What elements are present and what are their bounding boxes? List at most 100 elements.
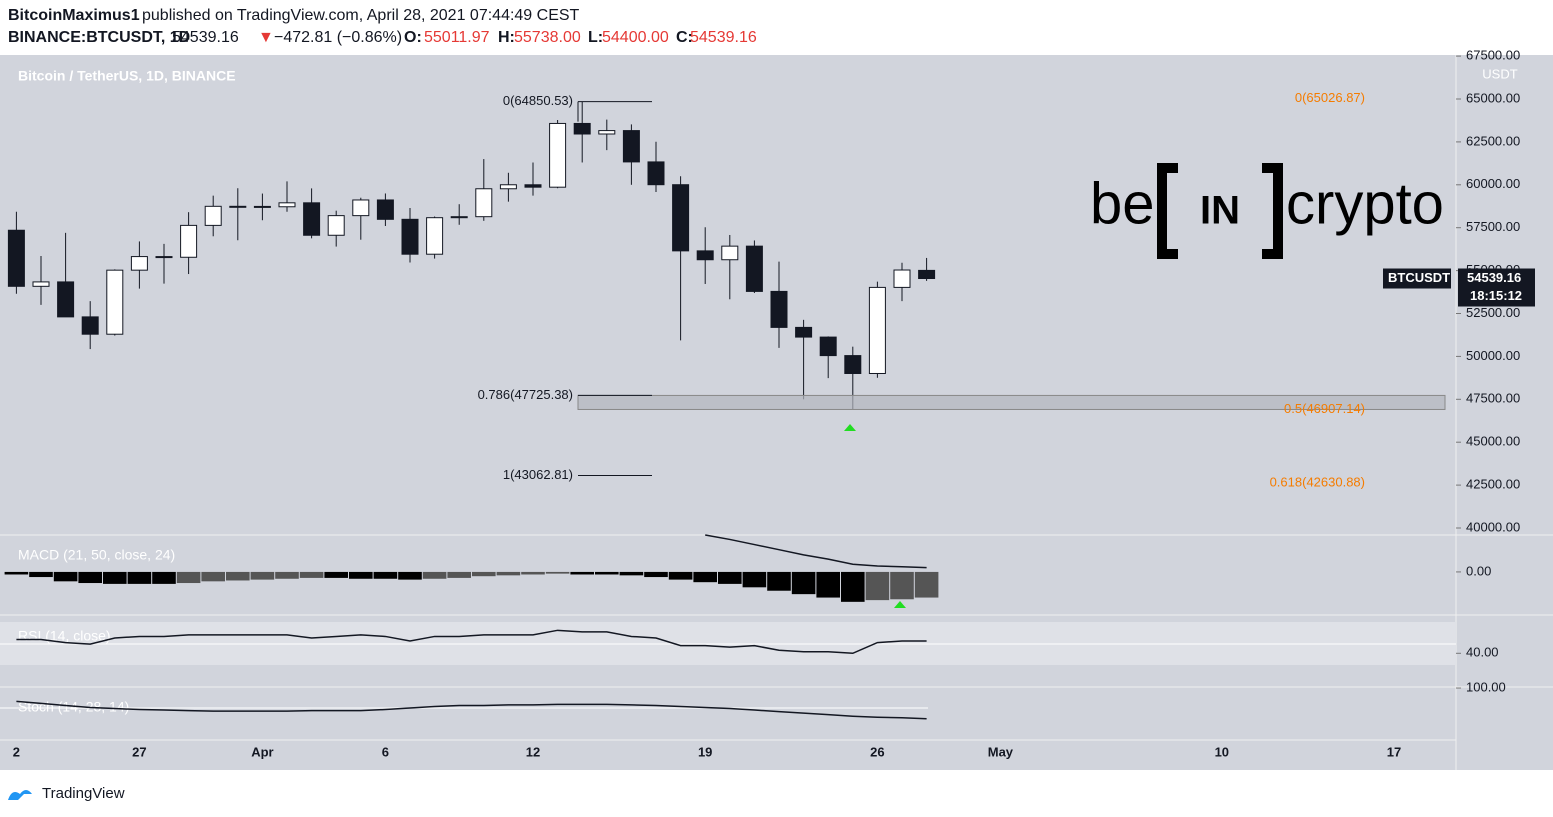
logo: be IN crypto — [1090, 163, 1444, 259]
tv-logo — [8, 790, 32, 800]
pane-title: Bitcoin / TetherUS, 1D, BINANCE — [18, 68, 236, 84]
l-label: L: — [588, 29, 603, 46]
macd-histogram — [398, 571, 422, 580]
candle-body — [426, 217, 444, 255]
last: 54539.16 — [172, 29, 239, 46]
macd-histogram — [841, 571, 865, 602]
candle-body — [499, 184, 517, 190]
candle-body — [229, 205, 247, 208]
candle-body — [376, 199, 394, 220]
h-label: H: — [498, 29, 515, 46]
macd-histogram — [718, 571, 742, 584]
macd-histogram — [201, 571, 225, 582]
y-tick-label: 57500.00 — [1466, 219, 1520, 234]
indicator-line — [16, 629, 927, 655]
macd-histogram — [914, 571, 939, 598]
logo-right: crypto — [1286, 171, 1444, 236]
c: 54539.16 — [690, 29, 757, 46]
y-tick-label: 60000.00 — [1466, 176, 1520, 191]
y-tick-label: 62500.00 — [1466, 133, 1520, 148]
arrow: ▼ — [258, 29, 274, 46]
candle-body — [57, 281, 75, 318]
author: BitcoinMaximus1 — [8, 7, 140, 24]
c-label: C: — [676, 29, 693, 46]
o-label: O: — [404, 29, 422, 46]
candle-body — [622, 130, 640, 163]
x-tick-label: 26 — [870, 744, 884, 759]
macd-histogram — [250, 571, 275, 580]
price-axis-price: 54539.16 — [1467, 270, 1521, 285]
macd-histogram — [53, 571, 78, 582]
candle-body — [278, 202, 296, 208]
y-tick-label: 40000.00 — [1466, 519, 1520, 534]
macd-histogram — [668, 571, 693, 580]
macd-histogram — [644, 571, 668, 578]
macd-histogram — [176, 571, 201, 584]
candle-body — [81, 316, 99, 335]
x-tick-label: 2 — [13, 744, 20, 759]
macd-histogram — [4, 571, 29, 575]
macd-histogram — [226, 571, 250, 581]
x-tick-label: Apr — [251, 744, 273, 759]
macd-histogram — [349, 571, 373, 579]
candle-body — [893, 269, 911, 288]
macd-histogram — [865, 571, 890, 601]
y-tick-label: 42500.00 — [1466, 477, 1520, 492]
indicator-line — [705, 534, 927, 569]
candle-body — [868, 286, 886, 374]
symbol: BINANCE:BTCUSDT, 1D — [8, 29, 190, 46]
footer: TradingView — [42, 785, 125, 802]
signal-arrow — [894, 601, 906, 608]
y-tick-label: 65000.00 — [1466, 90, 1520, 105]
fib-label: 0.5(46907.14) — [1284, 401, 1365, 416]
fib-label: 0.786(47725.38) — [478, 387, 573, 402]
macd-histogram — [299, 571, 324, 578]
macd-histogram — [791, 571, 816, 595]
macd-histogram — [496, 571, 521, 576]
macd-histogram — [619, 571, 644, 576]
y-tick-label: 67500.00 — [1466, 48, 1520, 63]
price-axis-countdown: 18:15:12 — [1470, 288, 1522, 303]
candle-body — [450, 216, 468, 219]
candle-body — [795, 326, 813, 338]
h: 55738.00 — [514, 29, 581, 46]
candle-body — [918, 269, 936, 280]
candle-body — [475, 188, 493, 218]
y-tick-label: 0.00 — [1466, 563, 1491, 578]
candle-body — [401, 218, 419, 255]
x-tick-label: 19 — [698, 744, 712, 759]
logo-bracket — [1157, 163, 1283, 259]
fib-label: 0.618(42630.88) — [1270, 474, 1365, 489]
candle-body — [696, 250, 714, 261]
o: 55011.97 — [424, 29, 490, 46]
logo-middle: IN — [1200, 189, 1240, 233]
candle-body — [770, 290, 788, 328]
macd-histogram — [890, 571, 914, 600]
candle-body — [647, 161, 665, 186]
candle-body — [204, 205, 222, 226]
macd-title: MACD (21, 50, close, 24) — [18, 547, 175, 563]
candle-body — [106, 269, 124, 335]
fib-label: 1(43062.81) — [503, 467, 573, 482]
candle-body — [180, 224, 198, 258]
macd-histogram — [570, 571, 594, 575]
macd-histogram — [78, 571, 102, 584]
candle-body — [524, 184, 542, 188]
fib-label: 0(64850.53) — [503, 93, 573, 108]
candle-body — [155, 256, 173, 259]
candle-body — [598, 130, 616, 135]
candle-body — [130, 256, 148, 271]
candle-body — [819, 336, 837, 357]
macd-histogram — [767, 571, 791, 591]
published: published on TradingView.com, April 28, … — [142, 7, 580, 24]
macd-histogram — [521, 571, 545, 575]
fib-zone — [577, 394, 1446, 410]
fib-label: 0(65026.87) — [1295, 90, 1365, 105]
price-tag-symbol: BTCUSDT — [1388, 270, 1450, 285]
candle-body — [721, 245, 739, 261]
macd-histogram — [816, 571, 840, 598]
y-tick-label: 40.00 — [1466, 645, 1499, 660]
indicator-line — [16, 700, 927, 720]
x-tick-label: 17 — [1387, 744, 1401, 759]
